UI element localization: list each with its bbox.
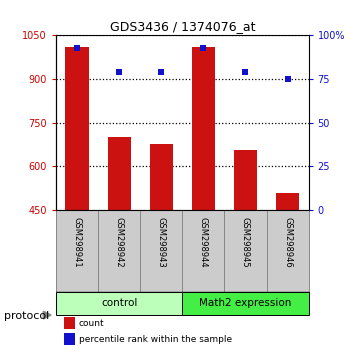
Bar — [56, 292, 182, 315]
Bar — [56, 210, 98, 292]
Bar — [266, 210, 309, 292]
Text: percentile rank within the sample: percentile rank within the sample — [79, 335, 232, 344]
Text: count: count — [79, 319, 104, 328]
Bar — [276, 193, 299, 210]
Text: protocol: protocol — [4, 311, 49, 321]
Text: control: control — [101, 298, 137, 308]
Bar — [98, 210, 140, 292]
Bar — [234, 150, 257, 210]
Text: Math2 expression: Math2 expression — [199, 298, 292, 308]
Bar — [225, 210, 266, 292]
Bar — [192, 47, 215, 210]
Text: GSM298944: GSM298944 — [199, 217, 208, 267]
Bar — [108, 137, 131, 210]
Bar — [182, 210, 225, 292]
Bar — [64, 333, 75, 345]
Text: GSM298941: GSM298941 — [73, 217, 82, 267]
Text: GSM298943: GSM298943 — [157, 217, 166, 267]
Text: GSM298946: GSM298946 — [283, 217, 292, 267]
Bar — [65, 47, 88, 210]
Bar — [182, 292, 309, 315]
Text: GSM298942: GSM298942 — [115, 217, 123, 267]
Title: GDS3436 / 1374076_at: GDS3436 / 1374076_at — [109, 20, 255, 33]
Bar — [150, 144, 173, 210]
Text: GSM298945: GSM298945 — [241, 217, 250, 267]
Bar — [64, 317, 75, 329]
Bar — [140, 210, 182, 292]
